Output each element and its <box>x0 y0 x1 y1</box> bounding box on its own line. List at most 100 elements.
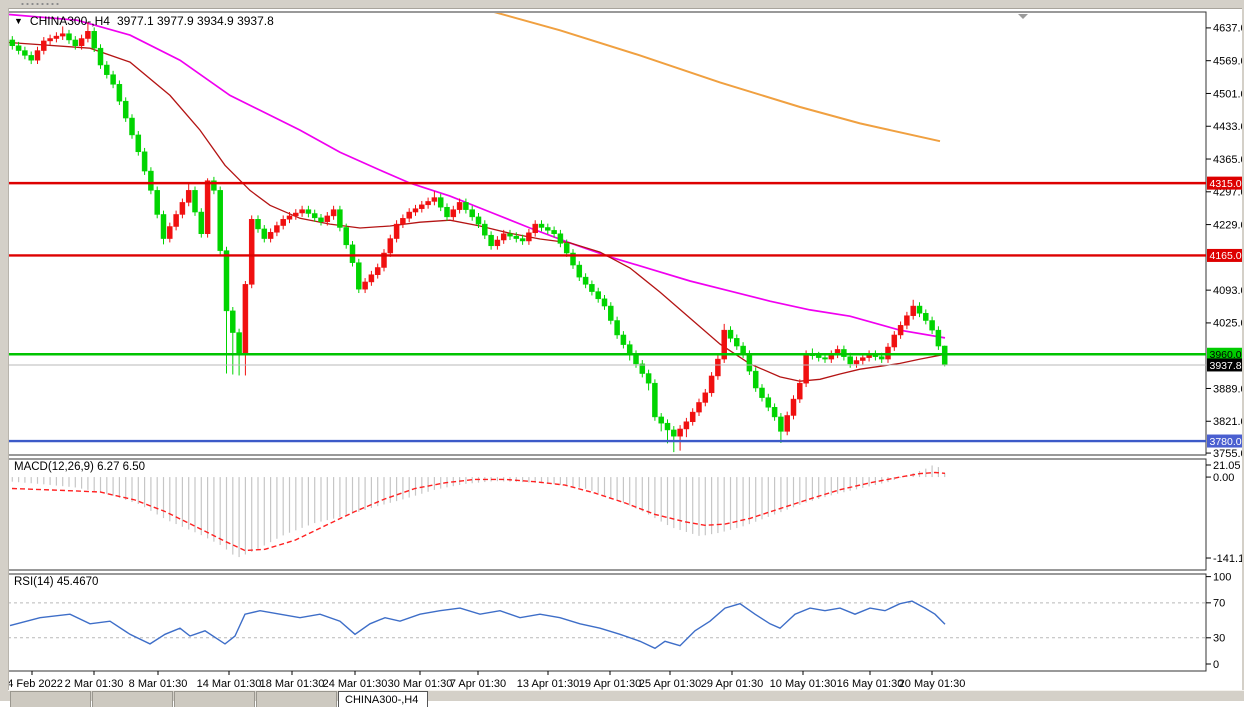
candle-body <box>897 325 904 336</box>
price-label-box <box>1207 248 1244 262</box>
candle-body <box>318 217 324 222</box>
candle-body <box>463 202 469 210</box>
window-edge-right <box>1242 0 1244 701</box>
candle-body <box>450 209 457 218</box>
candle-body <box>66 33 72 41</box>
candle-body <box>771 407 778 418</box>
chart-tab-inactive[interactable] <box>174 691 255 707</box>
candle-body <box>393 223 400 239</box>
candle-body <box>570 252 576 266</box>
candle-body <box>513 235 520 239</box>
chart-tab-inactive[interactable] <box>10 691 91 707</box>
candle-body <box>141 151 148 172</box>
chart-tab-inactive[interactable] <box>92 691 173 707</box>
chart-tab-active[interactable]: CHINA300-,H4 <box>338 691 428 707</box>
date-tick-label: 20 May 01:30 <box>899 678 966 690</box>
candle-body <box>154 190 160 215</box>
candle-body <box>28 55 34 61</box>
candle-body <box>563 243 570 254</box>
date-tick-label: 8 Mar 01:30 <box>129 678 188 690</box>
candle-body <box>179 202 186 215</box>
date-axis: 24 Feb 2022 2 Mar 01:30 8 Mar 01:30 14 Mar … <box>1 671 965 690</box>
chart-header: ▼ CHINA300-,H4 3977.1 3977.9 3934.9 3937… <box>14 14 274 28</box>
candle-body <box>374 267 381 275</box>
candle-body <box>689 411 696 422</box>
candle-body <box>815 355 822 358</box>
ma-long-orange <box>493 13 941 143</box>
candle-body <box>532 223 538 234</box>
candle-body <box>803 354 809 384</box>
candle-body <box>242 284 249 355</box>
candle-body <box>847 356 853 365</box>
candle-body <box>683 421 690 430</box>
candle-body <box>255 219 261 230</box>
date-tick-label: 18 Mar 01:30 <box>260 678 325 690</box>
candle-body <box>614 320 620 336</box>
macd-signal-line <box>11 471 946 552</box>
candle-body <box>639 363 646 374</box>
candle-body <box>72 39 79 46</box>
candle-body <box>935 329 942 347</box>
candle-body <box>431 197 438 202</box>
candle-body <box>538 223 545 228</box>
candle-body <box>110 74 116 85</box>
price-label-text: 3780.0 <box>1210 436 1242 448</box>
candle-body <box>482 223 488 236</box>
candle-body <box>904 315 910 326</box>
candle-body <box>381 252 387 268</box>
date-tick-label: 2 Mar 01:30 <box>65 678 124 690</box>
candle-body <box>778 416 784 432</box>
candle-body <box>759 387 765 398</box>
date-tick-label: 19 Apr 01:30 <box>579 678 641 690</box>
candle-body <box>53 35 60 39</box>
candle-body <box>198 211 205 234</box>
candle-body <box>400 218 406 225</box>
candle-body <box>280 219 286 226</box>
candle-body <box>589 284 595 292</box>
candle-body <box>469 209 475 218</box>
candle-body <box>721 329 727 360</box>
candle-body <box>790 398 797 416</box>
symbol-dropdown-icon[interactable]: ▼ <box>14 16 23 26</box>
ma-slow-magenta <box>9 13 946 339</box>
candle-body <box>419 204 425 209</box>
candle-body <box>185 190 192 203</box>
macd-panel <box>7 458 1207 571</box>
candle-body <box>702 392 709 403</box>
chart-tab-bar: CHINA300-,H4 <box>8 690 1244 707</box>
date-tick-label: 10 May 01:30 <box>770 678 837 690</box>
candle-body <box>356 262 362 290</box>
candle-body <box>765 397 772 408</box>
candle-body <box>652 382 658 418</box>
candle-body <box>387 238 394 254</box>
candle-body <box>715 358 721 377</box>
window-edge-left <box>0 8 9 701</box>
candle-body <box>916 305 923 314</box>
candle-body <box>633 354 639 365</box>
candle-body <box>85 31 91 39</box>
axis-tick-label: -141.12 <box>1213 553 1244 565</box>
candle-body <box>261 228 268 239</box>
axis-tick-label: 3821.0 <box>1213 416 1244 428</box>
candle-body <box>658 416 664 424</box>
date-tick-label: 25 Apr 01:30 <box>639 678 701 690</box>
candle-body <box>34 50 41 61</box>
candle-body <box>104 64 110 75</box>
candle-body <box>519 238 526 242</box>
candle-body <box>626 344 633 355</box>
chart-tab-inactive[interactable] <box>256 691 337 707</box>
candle-body <box>91 31 97 49</box>
axis-tick-label: 3755.0 <box>1213 448 1244 460</box>
ma-fast-darkred <box>9 41 946 382</box>
main-chart-panel <box>7 11 1207 456</box>
candles-layer <box>9 22 948 453</box>
candle-body <box>822 357 828 360</box>
price-label-text: 4165.0 <box>1210 250 1242 262</box>
candle-body <box>860 357 866 361</box>
date-tick-label: 29 Apr 01:30 <box>701 678 763 690</box>
candle-body <box>293 212 299 217</box>
ohlc-values: 3977.1 3977.9 3934.9 3937.8 <box>116 14 274 28</box>
date-tick-label: 13 Apr 01:30 <box>517 678 579 690</box>
candle-body <box>620 334 627 345</box>
